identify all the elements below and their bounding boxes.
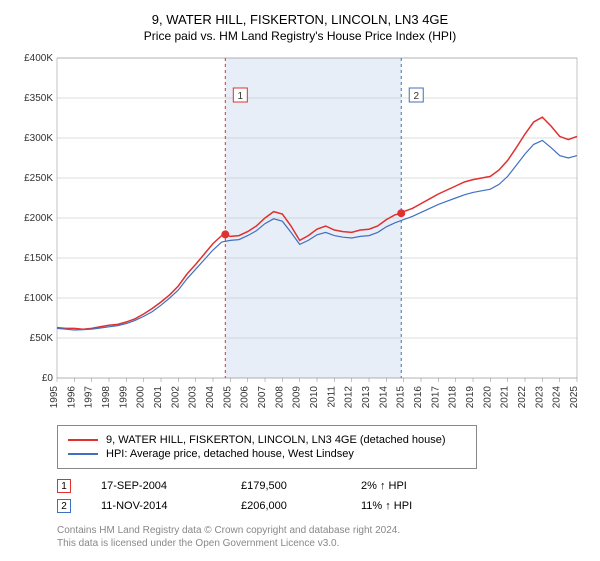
svg-text:2003: 2003 [188,386,199,409]
svg-text:2004: 2004 [205,386,216,409]
svg-text:1997: 1997 [84,386,95,409]
svg-text:£200K: £200K [24,213,53,224]
svg-text:2012: 2012 [344,386,355,409]
svg-text:2015: 2015 [396,386,407,409]
annotation-pct: 2% ↑ HPI [361,480,407,492]
svg-text:1996: 1996 [66,386,77,409]
svg-text:£350K: £350K [24,93,53,104]
svg-text:2007: 2007 [257,386,268,409]
svg-text:2002: 2002 [170,386,181,409]
svg-text:2014: 2014 [378,386,389,409]
chart-svg: £0 £50K £100K £150K £200K £250K £300K £350K £400… [15,53,585,413]
chart-container: 9, WATER HILL, FISKERTON, LINCOLN, LN3 4… [0,0,600,561]
svg-text:2009: 2009 [292,386,303,409]
chart-subtitle: Price paid vs. HM Land Registry's House … [15,29,585,43]
svg-text:1: 1 [238,91,244,102]
annotation-row: 1 17-SEP-2004£179,5002% ↑ HPI [57,479,585,493]
svg-text:2011: 2011 [326,386,337,408]
svg-text:2023: 2023 [534,386,545,409]
footer-line1: Contains HM Land Registry data © Crown c… [57,525,585,536]
footer-line2: This data is licensed under the Open Gov… [57,538,585,549]
svg-text:2: 2 [413,91,419,102]
legend-item: 9, WATER HILL, FISKERTON, LINCOLN, LN3 4… [68,434,466,446]
annotation-date: 17-SEP-2004 [101,480,241,492]
svg-text:2025: 2025 [569,386,580,409]
svg-text:1998: 1998 [101,386,112,409]
svg-text:2013: 2013 [361,386,372,409]
footer-text: Contains HM Land Registry data © Crown c… [57,525,585,549]
svg-text:2001: 2001 [153,386,164,409]
legend-label: HPI: Average price, detached house, West… [106,448,354,460]
svg-text:2016: 2016 [413,386,424,409]
svg-text:2024: 2024 [552,386,563,409]
svg-text:£400K: £400K [24,53,53,64]
legend-swatch [68,439,98,441]
chart-area: £0 £50K £100K £150K £200K £250K £300K £350K £400… [15,53,585,413]
legend-item: HPI: Average price, detached house, West… [68,448,466,460]
legend-swatch [68,453,98,455]
svg-text:£100K: £100K [24,293,53,304]
svg-text:2006: 2006 [240,386,251,409]
annotation-pct: 11% ↑ HPI [361,500,412,512]
annotation-marker: 1 [57,479,71,493]
annotation-price: £206,000 [241,500,361,512]
svg-text:2018: 2018 [448,386,459,409]
annotation-marker: 2 [57,499,71,513]
svg-text:2020: 2020 [482,386,493,409]
svg-text:£0: £0 [42,373,54,384]
annotation-row: 2 11-NOV-2014£206,00011% ↑ HPI [57,499,585,513]
svg-text:2017: 2017 [430,386,441,409]
chart-title: 9, WATER HILL, FISKERTON, LINCOLN, LN3 4… [15,12,585,27]
svg-text:£250K: £250K [24,173,53,184]
svg-text:2000: 2000 [136,386,147,409]
legend-box: 9, WATER HILL, FISKERTON, LINCOLN, LN3 4… [57,425,477,469]
svg-text:£300K: £300K [24,133,53,144]
annotation-date: 11-NOV-2014 [101,500,241,512]
legend-label: 9, WATER HILL, FISKERTON, LINCOLN, LN3 4… [106,434,446,446]
svg-text:2019: 2019 [465,386,476,409]
svg-text:1999: 1999 [118,386,129,409]
svg-text:2005: 2005 [222,386,233,409]
svg-text:£50K: £50K [30,333,54,344]
svg-text:2010: 2010 [309,386,320,409]
svg-text:2022: 2022 [517,386,528,409]
svg-text:£150K: £150K [24,253,53,264]
svg-text:2021: 2021 [500,386,511,409]
annotations-table: 1 17-SEP-2004£179,5002% ↑ HPI 2 11-NOV-2014… [57,479,585,513]
svg-text:1995: 1995 [49,386,60,409]
svg-text:2008: 2008 [274,386,285,409]
annotation-price: £179,500 [241,480,361,492]
